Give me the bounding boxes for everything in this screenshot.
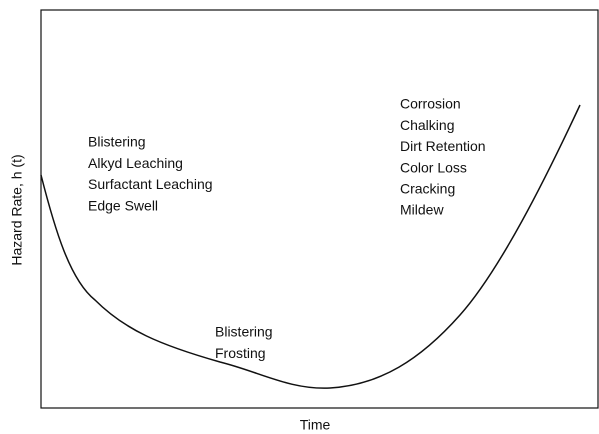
- annotation-line: Color Loss: [400, 159, 467, 175]
- annotation-line: Edge Swell: [88, 197, 158, 213]
- annotation-line: Frosting: [215, 345, 266, 361]
- annotation-line: Blistering: [215, 324, 273, 340]
- annotation-line: Cracking: [400, 181, 455, 197]
- annotation-line: Blistering: [88, 134, 146, 150]
- annotation-line: Mildew: [400, 202, 444, 218]
- annotation-line: Chalking: [400, 117, 454, 133]
- annotation-line: Surfactant Leaching: [88, 176, 213, 192]
- plot-frame: [40, 9, 599, 409]
- y-axis-label: Hazard Rate, h (t): [9, 154, 25, 265]
- annotation-line: Corrosion: [400, 96, 461, 112]
- x-axis-label: Time: [300, 417, 331, 433]
- annotation-line: Dirt Retention: [400, 138, 486, 154]
- annotation-line: Alkyd Leaching: [88, 155, 183, 171]
- annotations: Blistering Alkyd Leaching Surfactant Leach…: [88, 96, 486, 361]
- hazard-curve: [40, 104, 581, 389]
